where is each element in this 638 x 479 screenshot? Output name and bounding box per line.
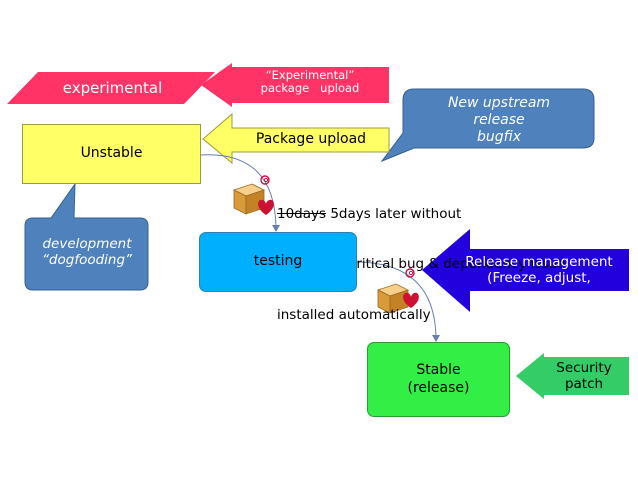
package-upload-arrow — [202, 112, 390, 165]
stable-box: Stable (release) — [367, 342, 510, 417]
testing-box: testing — [199, 232, 357, 292]
upstream-callout-text: New upstream release bugfix — [447, 95, 551, 145]
release-management-label: Release management (Freeze, adjust, — [465, 254, 613, 287]
migration-note-line3: installed automatically — [277, 307, 431, 323]
connector-arrowhead — [432, 335, 440, 342]
testing-to-stable-connector — [354, 261, 437, 341]
struck-duration: 10days — [277, 205, 327, 222]
connector-arrowhead — [272, 225, 280, 232]
package-box-icon — [232, 183, 266, 215]
stable-label: Stable (release) — [407, 362, 470, 396]
release-management-arrow — [422, 229, 629, 312]
experimental-label: experimental — [62, 79, 163, 97]
dogfooding-callout-shape — [24, 182, 149, 291]
debian-swirl-icon — [405, 268, 415, 278]
security-patch-label: Security patch — [556, 360, 612, 392]
heart-icon — [258, 199, 274, 215]
unstable-label: Unstable — [80, 145, 143, 162]
unstable-to-testing-connector — [198, 154, 277, 231]
debian-swirl-icon — [260, 175, 270, 185]
package-upload-label: Package upload — [255, 131, 367, 147]
testing-label: testing — [253, 253, 303, 270]
experimental-shape — [7, 72, 215, 104]
dogfooding-callout-text: development “dogfooding” — [41, 236, 133, 269]
security-patch-arrow — [516, 353, 629, 399]
upstream-callout-shape — [380, 88, 595, 163]
heart-icon — [403, 292, 419, 308]
migration-note-line1: 5days later without — [326, 205, 462, 222]
experimental-upload-label: “Experimental” package upload — [260, 68, 360, 96]
experimental-upload-arrow — [201, 63, 389, 107]
unstable-box: Unstable — [22, 124, 201, 184]
